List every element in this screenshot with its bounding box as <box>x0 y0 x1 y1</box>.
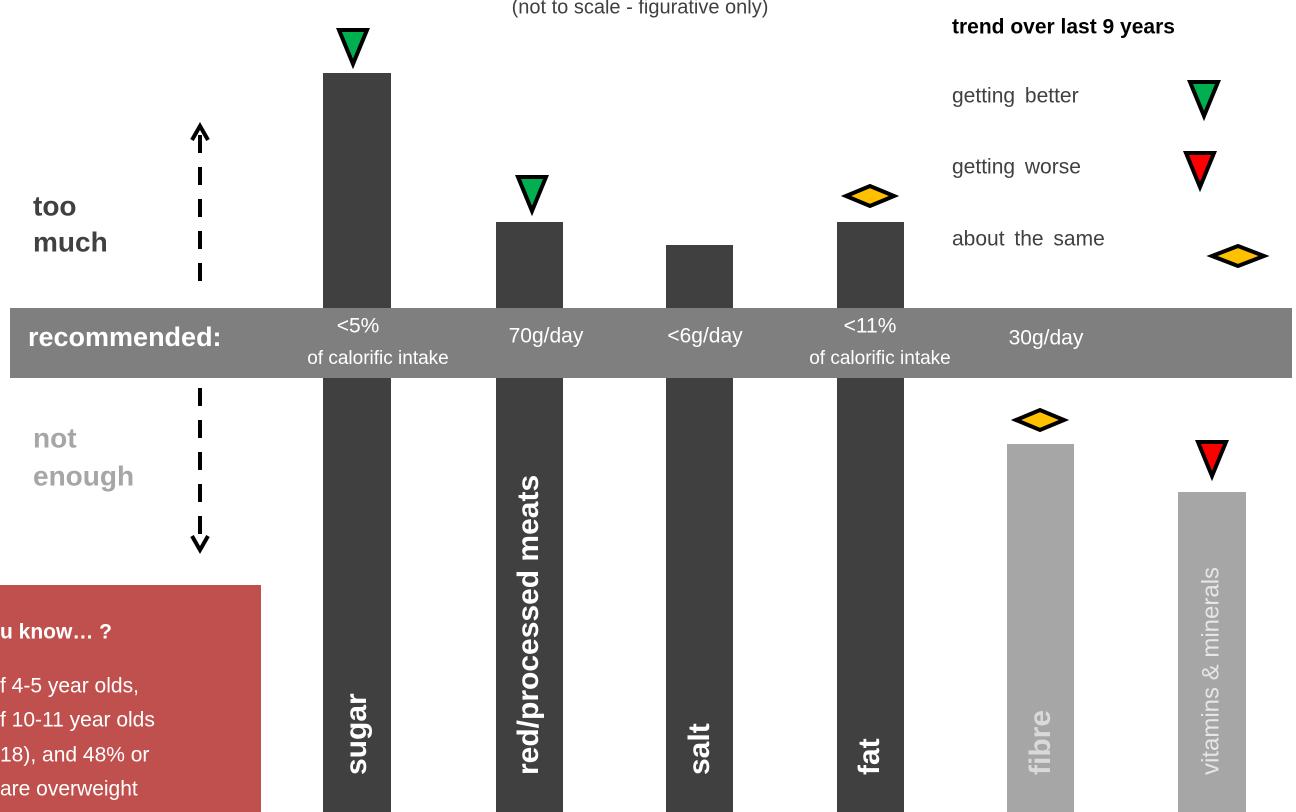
recommended-value: <5% <box>337 315 380 338</box>
note-box <box>0 585 261 812</box>
note-title: u know… ? <box>0 621 112 644</box>
bar <box>323 73 391 812</box>
trend-marker <box>1195 440 1229 482</box>
recommended-note: of calorific intake <box>809 348 951 369</box>
arrow-head <box>190 535 210 555</box>
note-line: are overweight <box>0 778 138 801</box>
note-line: 18), and 48% or <box>0 744 149 767</box>
axis-label: enough <box>33 460 134 491</box>
trend-marker <box>515 175 549 217</box>
legend-marker <box>1206 243 1270 269</box>
trend-marker <box>336 28 370 70</box>
note-line: f 10-11 year olds <box>0 709 155 732</box>
trend-marker <box>840 183 900 209</box>
recommended-value: 30g/day <box>1009 327 1084 350</box>
recommended-value: <6g/day <box>667 325 743 348</box>
subtitle: (not to scale - figurative only) <box>512 0 769 18</box>
axis-label: not <box>33 422 77 453</box>
bar-label: fibre <box>1024 710 1057 775</box>
legend-item: getting better <box>952 85 1079 108</box>
recommended-note: of calorific intake <box>307 348 449 369</box>
legend-marker <box>1187 80 1221 122</box>
arrow-head <box>190 121 210 141</box>
trend-marker <box>1010 407 1070 433</box>
axis-label: much <box>33 226 108 257</box>
recommended-band <box>10 308 1292 378</box>
bar-label: fat <box>853 738 886 775</box>
bar-label: vitamins & minerals <box>1197 567 1224 775</box>
bar-label: salt <box>683 723 716 775</box>
legend-title: trend over last 9 years <box>952 16 1175 39</box>
bar <box>1007 444 1074 812</box>
legend-marker <box>1183 151 1217 193</box>
recommended-value: <11% <box>844 315 897 338</box>
legend-item: getting worse <box>952 156 1081 179</box>
axis-label: too <box>33 190 77 221</box>
note-line: f 4-5 year olds, <box>0 675 139 698</box>
recommended-label: recommended: <box>28 322 222 352</box>
bar-label: red/processed meats <box>512 475 545 775</box>
recommended-value: 70g/day <box>509 325 584 348</box>
bar <box>1178 492 1246 812</box>
bar-label: sugar <box>340 693 373 775</box>
legend-item: about the same <box>952 228 1105 251</box>
